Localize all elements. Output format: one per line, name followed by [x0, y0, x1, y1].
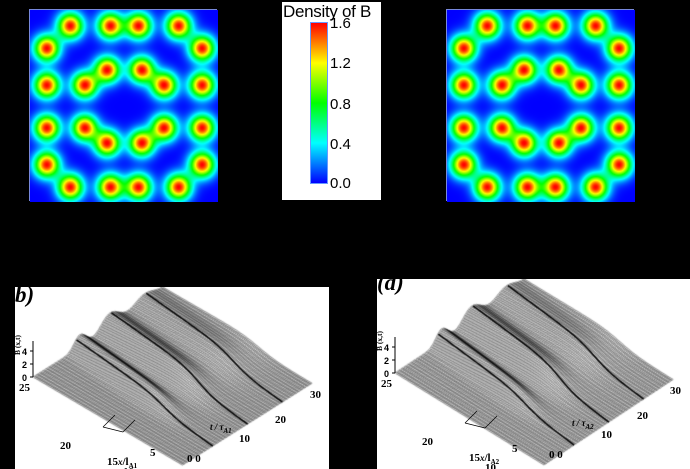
svg-text:2: 2 [384, 356, 389, 366]
svg-text:4: 4 [22, 347, 27, 357]
svg-text:b): b) [15, 287, 34, 307]
svg-text:(d): (d) [377, 279, 404, 295]
svg-text:4: 4 [384, 343, 389, 353]
svg-text:2: 2 [22, 360, 27, 370]
